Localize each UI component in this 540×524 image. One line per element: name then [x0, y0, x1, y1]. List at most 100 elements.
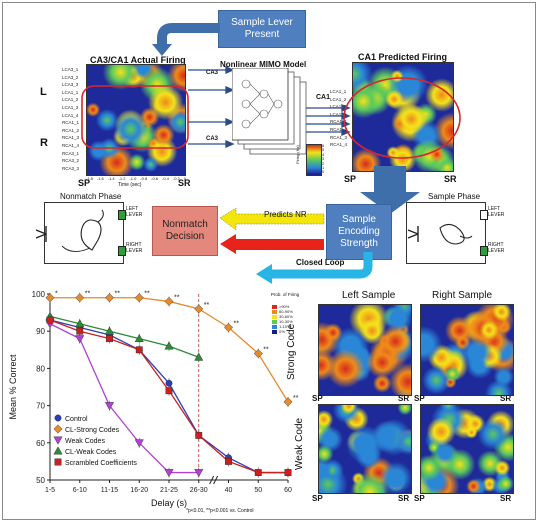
legend-entry: CL-Weak Codes — [65, 449, 117, 456]
data-point — [254, 469, 262, 476]
y-tick-label: 60 — [36, 439, 45, 448]
significance-mark: * — [55, 291, 58, 298]
data-point — [165, 387, 173, 395]
strong-left-heatmap — [318, 304, 412, 396]
row-label: RCA1_3 — [62, 135, 80, 141]
significance-mark: ** — [85, 291, 91, 298]
nonmatch-left-lever-label: LEFT LEVER — [126, 206, 143, 218]
y-tick-label: 50 — [36, 476, 45, 485]
significance-mark: ** — [144, 291, 150, 298]
row-label: RCA1_1 — [62, 120, 80, 126]
data-point — [53, 424, 63, 434]
sample-left-lever — [480, 210, 488, 220]
predicted-sp-label: SP — [344, 174, 357, 184]
sample-chamber — [406, 202, 486, 264]
data-point — [76, 327, 84, 335]
significance-mark: ** — [204, 302, 210, 309]
sample-right-lever-label: RIGHT LEVER — [488, 242, 505, 254]
data-point — [54, 458, 62, 466]
x-tick-label: 16-20 — [130, 487, 148, 494]
prob-legend-swatch — [272, 329, 277, 334]
prob-legend: >90% 60-90% 30-60% 10-30% 1-10% 0% — [272, 304, 293, 334]
strong-right-sp: SP — [414, 394, 425, 403]
mimo-title: Nonlinear MIMO Model — [220, 60, 307, 69]
strong-right-heatmap — [420, 304, 514, 396]
x-tick-label: 60 — [284, 487, 292, 494]
weak-right-sp: SP — [414, 494, 425, 503]
data-point — [194, 469, 204, 478]
x-tick-label: 6-10 — [73, 487, 87, 494]
arrow-sample-to-actual — [152, 23, 220, 56]
left-hemisphere-label: L — [40, 86, 47, 98]
actual-ca1-ellipse — [81, 85, 189, 149]
data-point — [75, 335, 85, 344]
predicts-nr-arrows — [219, 207, 325, 254]
predicted-sr-label: SR — [444, 174, 457, 184]
sample-right-lever — [480, 246, 488, 256]
significance-mark: ** — [263, 347, 269, 354]
weak-left-sr: SR — [398, 494, 410, 503]
axis-break — [213, 475, 219, 485]
significance-mark: ** — [115, 291, 121, 298]
arrow-predicted-to-encoding — [360, 166, 420, 214]
prob-legend-item: 60-90% — [272, 309, 293, 314]
sample-encoding-strength-box: Sample Encoding Strength — [326, 204, 392, 260]
predicts-nr-label: Predicts NR — [264, 210, 307, 219]
ca3-input-label-bottom: CA3 — [206, 136, 219, 142]
mimo-model-diagram — [232, 68, 307, 155]
right-sample-title: Right Sample — [432, 290, 493, 301]
y-tick-label: 100 — [32, 290, 46, 299]
data-point — [194, 304, 204, 314]
left-sample-title: Left Sample — [342, 290, 396, 301]
row-label: LCA1_4 — [62, 112, 79, 118]
actual-firing-title: CA3/CA1 Actual Firing — [90, 55, 186, 65]
weak-right-sr: SR — [500, 494, 512, 503]
x-tick-label: 50 — [254, 487, 262, 494]
prob-legend-text: 30-60% — [279, 314, 293, 319]
prob-legend-swatch — [272, 309, 277, 314]
row-label: LCA1_1 — [62, 89, 79, 95]
x-tick-label: 40 — [225, 487, 233, 494]
nonmatch-rat-icon — [35, 209, 104, 252]
data-point — [164, 296, 174, 306]
x-axis-label: Delay (s) — [151, 498, 187, 508]
data-point — [195, 431, 203, 439]
actual-row-labels: LCA3_1 LCA3_2 LCA3_3 LCA1_1 LCA1_2 LCA1_… — [62, 66, 86, 176]
predicted-ellipse — [343, 77, 461, 159]
data-point — [284, 469, 292, 476]
significance-mark: ** — [293, 395, 299, 402]
data-point — [224, 322, 233, 332]
data-point — [165, 379, 173, 387]
nonmatch-right-lever-label: RIGHT LEVER — [126, 242, 143, 254]
row-label: RCA1_4 — [62, 142, 80, 148]
data-point — [253, 349, 263, 359]
figure-frame — [2, 2, 536, 520]
prob-legend-item: 0% — [272, 329, 293, 334]
legend-entry: Scrambled Coefficients — [65, 460, 137, 467]
firing-colorbar — [306, 144, 322, 176]
nonmatch-decision-box: Nonmatch Decision — [152, 206, 218, 256]
right-hemisphere-label: R — [40, 137, 48, 149]
strong-code-label: Strong Code — [286, 323, 297, 380]
predicted-firing-title: CA1 Predicted Firing — [358, 52, 448, 62]
data-point — [164, 469, 174, 478]
prob-legend-text: 1-10% — [279, 324, 291, 329]
y-tick-label: 80 — [36, 364, 45, 373]
data-point — [164, 341, 174, 350]
row-label: RCA3_3 — [62, 165, 80, 171]
weak-left-sp: SP — [312, 494, 323, 503]
prob-legend-swatch — [272, 314, 277, 319]
y-axis-label: Mean % Correct — [8, 354, 18, 420]
x-tick-label: 26-30 — [190, 487, 208, 494]
y-tick-label: 90 — [36, 327, 45, 336]
actual-sp-label: SP — [78, 178, 91, 188]
nonmatch-right-lever — [118, 246, 126, 256]
input-arrows — [188, 66, 235, 148]
data-point — [194, 352, 204, 361]
sample-phase-title: Sample Phase — [428, 192, 481, 201]
row-label: RCA1_2 — [62, 127, 80, 133]
actual-time-ticks: -1.8 -1.6 -1.4 -1.2 -1.0 -0.8 -0.6 -0.4 -0.2 0 — [86, 176, 186, 181]
sample-left-lever-label: LEFT LEVER — [488, 206, 505, 218]
sample-rat-icon — [407, 223, 473, 245]
data-point — [283, 397, 293, 407]
